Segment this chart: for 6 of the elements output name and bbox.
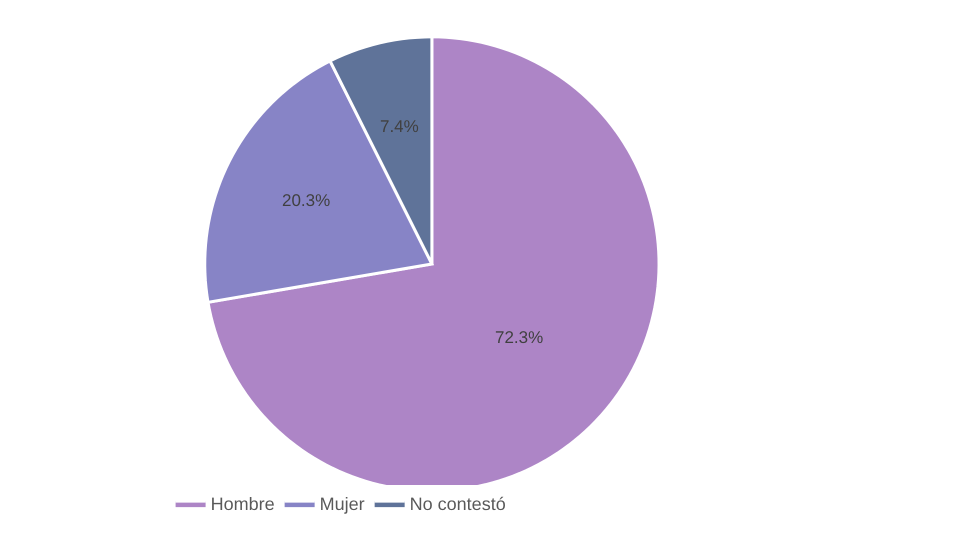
data-label: 20.3% — [282, 191, 330, 210]
legend-label: Mujer — [320, 494, 365, 514]
data-label: 72.3% — [495, 328, 544, 347]
legend-label: Hombre — [210, 494, 275, 514]
data-label: 7.4% — [380, 117, 419, 136]
legend-label: No contestó — [410, 494, 506, 514]
